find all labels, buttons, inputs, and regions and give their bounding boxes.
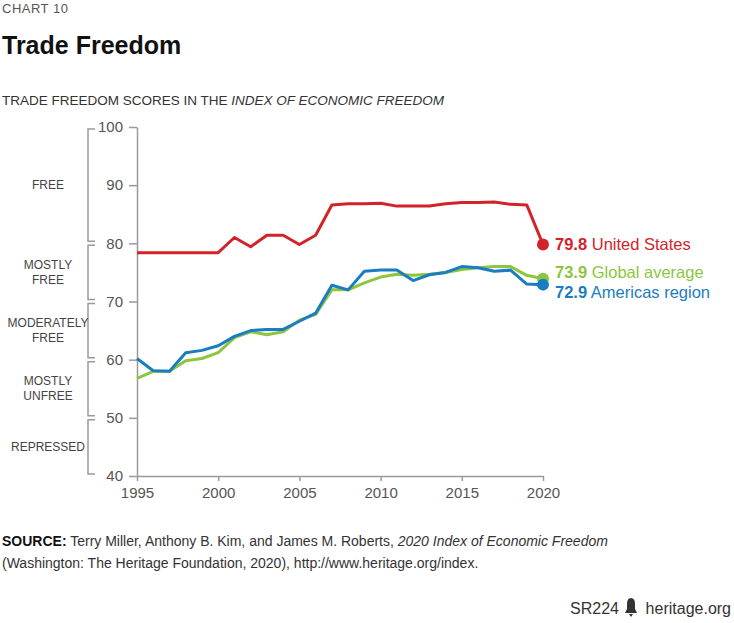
source-part: (Washington: The Heritage Foundation, 20… [2,555,478,571]
y-tick-mark [129,301,137,303]
x-tick-label: 1995 [121,484,154,501]
bands: FREEMOSTLYFREEMODERATELYFREEMOSTLYUNFREE… [8,129,95,474]
band-label: MODERATELYFREE [8,316,89,345]
y-axis: 40 50 60 70 80 90 100 [98,118,138,484]
x-tick-mark [462,476,464,481]
end-label: 73.9 Global average [555,263,704,281]
y-tick-mark [129,359,137,361]
footer-code: SR224 [570,600,619,617]
band-label-line: MOSTLY [24,374,72,388]
y-tick: 100 [98,118,137,135]
x-tick-label: 2015 [446,484,479,501]
source-part: SOURCE: [2,533,67,549]
band-label-line: UNFREE [23,389,72,403]
band-label: MOSTLYFREE [24,258,72,287]
x-tick: 2010 [364,476,397,501]
band-label: FREE [32,178,64,192]
subtitle-part: TRADE FREEDOM SCORES IN THE [2,93,231,108]
x-tick-mark [543,476,545,481]
end-labels: 79.8 United States 73.9 Global average 72.… [555,235,710,300]
chart-label: CHART 10 [2,1,68,16]
x-tick: 2020 [527,476,560,501]
band-label-line: FREE [32,331,64,345]
y-tick-mark [129,418,137,420]
band-bracket [88,304,95,358]
band-bracket [88,245,95,299]
band-label-line: REPRESSED [11,440,85,454]
title: Trade Freedom [2,31,181,59]
source-part: Terry Miller, Anthony B. Kim, and James … [67,533,398,549]
band-label-line: FREE [32,178,64,192]
x-tick-label: 2020 [527,484,560,501]
y-tick-label: 50 [106,409,123,426]
subtitle-part: INDEX OF ECONOMIC FREEDOM [231,93,445,108]
band-bracket [88,129,95,241]
y-tick-mark [129,243,137,245]
y-tick-label: 100 [98,118,123,135]
y-tick-mark [129,127,137,129]
x-tick-label: 2010 [364,484,397,501]
x-axis: 1995 2000 2005 2010 2015 2020 [121,476,560,501]
x-tick: 2000 [202,476,235,501]
y-tick: 70 [106,293,137,310]
y-tick-label: 90 [106,176,123,193]
end-point [537,238,549,250]
chart: CHART 10 Trade Freedom TRADE FREEDOM SCORE… [0,0,734,623]
plot-area [137,202,549,378]
end-label: 79.8 United States [555,235,691,253]
x-tick: 2005 [283,476,316,501]
source: SOURCE: Terry Miller, Anthony B. Kim, an… [2,533,608,571]
end-label-value: 72.9 [555,283,587,301]
end-label-value: 73.9 [555,263,587,281]
y-tick-mark [129,476,137,478]
source-line: SOURCE: Terry Miller, Anthony B. Kim, an… [2,533,608,549]
x-tick-mark [137,476,139,481]
footer-site: heritage.org [646,600,731,617]
source-part: 2020 Index of Economic Freedom [397,533,608,549]
y-tick: 90 [106,176,137,193]
y-tick-label: 80 [106,235,123,252]
x-tick-mark [299,476,301,481]
band-bracket [88,420,95,474]
end-point [537,279,549,291]
y-tick: 40 [106,467,137,484]
y-tick-label: 40 [106,467,123,484]
end-label-value: 79.8 [555,235,587,253]
series-line [137,202,543,253]
source-line: (Washington: The Heritage Foundation, 20… [2,555,478,571]
y-tick: 60 [106,351,137,368]
band-label: MOSTLYUNFREE [23,374,72,403]
x-tick-mark [218,476,220,481]
y-tick-label: 70 [106,293,123,310]
end-label: 72.9 Americas region [555,283,710,301]
footer: heritage.org SR224 [570,598,731,617]
series-line [137,267,543,372]
y-tick-label: 60 [106,351,123,368]
x-tick: 2015 [446,476,479,501]
x-tick: 1995 [121,476,154,501]
x-tick-mark [380,476,382,481]
series-line [137,267,543,379]
legend-entry: Global average [592,263,704,281]
legend-entry: United States [592,235,691,253]
subtitle: TRADE FREEDOM SCORES IN THE INDEX OF ECO… [2,93,445,108]
x-tick-label: 2000 [202,484,235,501]
y-tick: 50 [106,409,137,426]
legend-entry: Americas region [591,283,710,301]
x-axis-line [138,476,544,478]
band-label-line: MODERATELY [8,316,89,330]
x-tick-label: 2005 [283,484,316,501]
band-label-line: FREE [32,273,64,287]
band-bracket [88,362,95,416]
y-tick-mark [129,185,137,187]
band-label: REPRESSED [11,440,85,454]
band-label-line: MOSTLY [24,258,72,272]
footer-logo [625,598,637,617]
y-tick: 80 [106,235,137,252]
